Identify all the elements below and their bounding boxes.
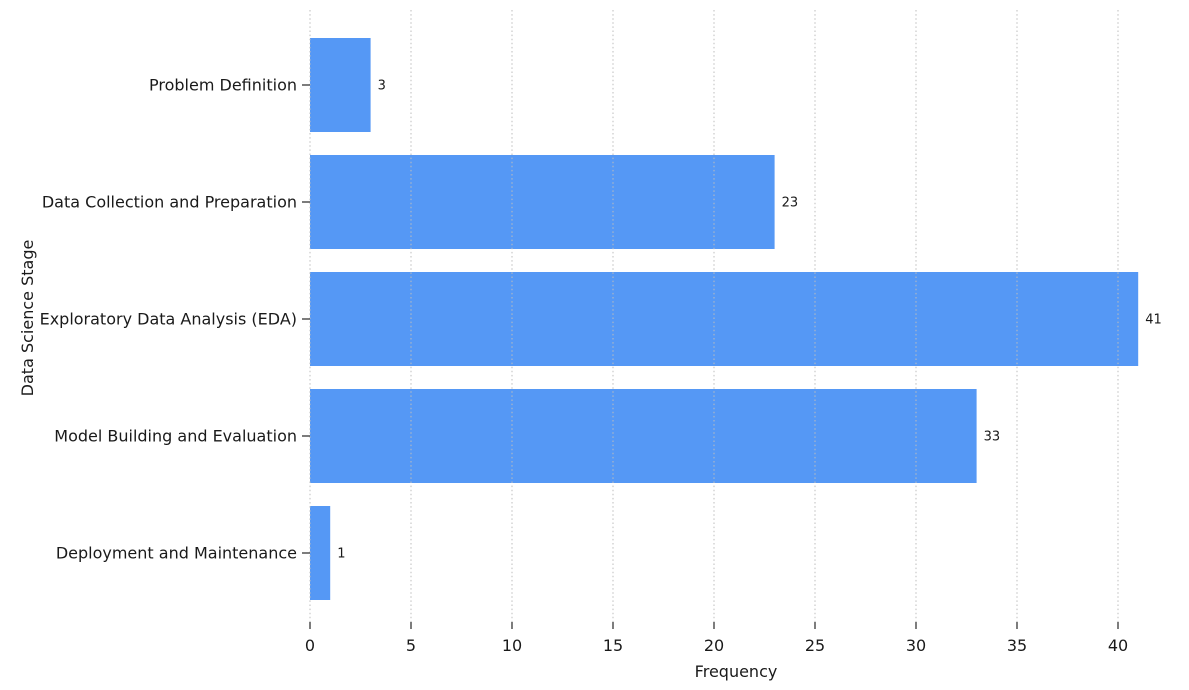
bar-value-label: 41 (1145, 313, 1162, 328)
x-tick-label: 30 (906, 636, 926, 655)
bar (310, 155, 775, 249)
x-tick-label: 15 (603, 636, 623, 655)
x-tick-label: 40 (1108, 636, 1128, 655)
x-tick-label: 5 (406, 636, 416, 655)
category-label: Model Building and Evaluation (54, 427, 297, 446)
x-tick-label: 35 (1007, 636, 1027, 655)
bar-value-label: 23 (782, 196, 799, 211)
bar (310, 506, 331, 600)
bar (310, 389, 977, 483)
category-label: Problem Definition (149, 76, 297, 95)
x-tick-label: 25 (805, 636, 825, 655)
bar-value-label: 33 (984, 430, 1001, 445)
x-tick-label: 20 (704, 636, 724, 655)
x-tick-label: 10 (502, 636, 522, 655)
ticks-layer (302, 84, 1119, 629)
category-label: Exploratory Data Analysis (EDA) (40, 310, 297, 329)
x-axis-title: Frequency (695, 662, 778, 681)
category-label: Deployment and Maintenance (56, 544, 297, 563)
bars-layer (310, 38, 1139, 600)
category-label: Data Collection and Preparation (42, 193, 297, 212)
bar (310, 272, 1139, 366)
bar-value-label: 1 (337, 547, 345, 562)
bar-value-label: 3 (378, 79, 386, 94)
labels-layer: Problem Definition 3 Data Collection and P… (40, 76, 1162, 656)
x-tick-label: 0 (305, 636, 315, 655)
y-axis-title: Data Science Stage (18, 240, 37, 397)
bar (310, 38, 371, 132)
